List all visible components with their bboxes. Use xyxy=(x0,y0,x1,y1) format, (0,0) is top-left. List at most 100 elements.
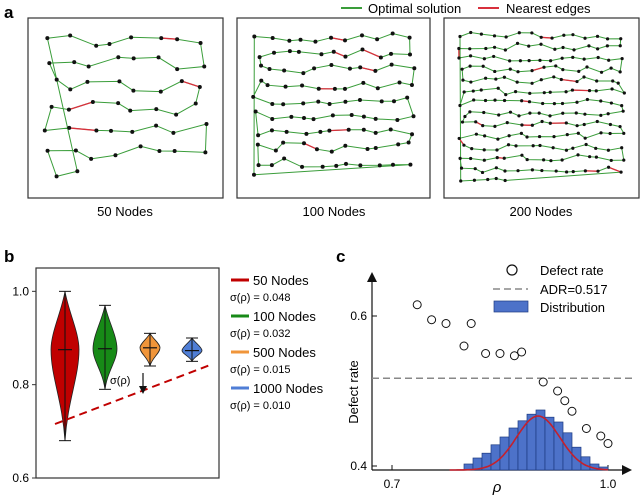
tour-node xyxy=(312,66,317,71)
tour-node xyxy=(316,86,321,91)
tour-node xyxy=(172,149,177,154)
tour-node xyxy=(347,66,352,71)
defect-rate-point xyxy=(441,319,451,328)
tour-node xyxy=(560,101,565,106)
tour-node xyxy=(157,148,162,153)
tour-node xyxy=(75,169,80,174)
tour-node xyxy=(343,161,348,166)
tour-node xyxy=(458,156,462,160)
tour-node xyxy=(472,178,477,182)
nearest-edge xyxy=(303,142,318,150)
tour-node xyxy=(67,125,72,130)
defect-rate-point xyxy=(466,319,476,328)
tour-node xyxy=(530,69,534,73)
legend-optimal-label: Optimal solution xyxy=(368,1,461,16)
nearest-edge xyxy=(330,37,346,42)
tour-node xyxy=(334,163,339,168)
tour-node xyxy=(129,35,134,40)
tour-node xyxy=(595,34,600,38)
tour-node xyxy=(54,77,59,82)
sigma-arrow-head xyxy=(139,386,147,394)
tour-node xyxy=(520,99,524,103)
tour-node xyxy=(622,131,626,135)
tour-node xyxy=(599,131,603,135)
tour-node xyxy=(576,153,580,157)
violin-legend-sigma: σ(ρ) = 0.032 xyxy=(230,328,290,340)
tour-node xyxy=(471,89,475,93)
tour-node xyxy=(461,78,465,82)
tour-node xyxy=(595,79,599,83)
tour-node xyxy=(300,164,305,169)
tour-node xyxy=(542,158,546,162)
tour-node xyxy=(542,91,546,95)
tour-node xyxy=(502,156,506,160)
tour-node xyxy=(287,49,292,54)
tour-node xyxy=(320,164,325,169)
tour-node xyxy=(330,113,335,118)
tour-node xyxy=(542,65,546,69)
tour-node xyxy=(594,89,598,93)
tour-node xyxy=(269,163,274,168)
tour-node xyxy=(482,110,486,115)
tour-node xyxy=(469,156,473,161)
tour-node xyxy=(540,119,544,124)
tour-node xyxy=(481,123,485,128)
tour-node xyxy=(621,109,625,113)
tour-node xyxy=(504,35,508,39)
tour-node xyxy=(507,134,511,138)
distribution-fit-curve xyxy=(449,415,609,471)
legend-distribution-swatch xyxy=(493,300,529,313)
tour-node xyxy=(358,65,363,70)
tour-node xyxy=(549,159,553,163)
tour-node xyxy=(473,167,477,171)
tour-node xyxy=(343,143,348,148)
violin-frame xyxy=(35,267,220,479)
tour-node xyxy=(457,56,461,60)
tour-node xyxy=(527,44,531,48)
tour-node xyxy=(552,75,556,79)
tour-node xyxy=(504,93,508,97)
tour-node xyxy=(131,88,136,93)
tour-node xyxy=(538,143,542,148)
tour-node xyxy=(576,131,580,135)
panel-letter-a: a xyxy=(4,3,14,22)
violin-chart: 0.6 0.8 1.0 σ(ρ) xyxy=(12,267,220,485)
distribution-bar xyxy=(580,456,591,471)
nearest-edge xyxy=(608,166,622,173)
tour-node xyxy=(482,148,486,152)
tour-node xyxy=(495,156,499,160)
tour-node xyxy=(203,150,208,155)
tour-node xyxy=(609,101,613,105)
tour-node xyxy=(583,169,587,173)
tour-node xyxy=(45,36,50,41)
tsp-frame-200 xyxy=(443,17,640,199)
tour-node xyxy=(379,99,384,104)
tour-node xyxy=(470,147,474,151)
tour-node xyxy=(289,114,294,119)
distribution-bar xyxy=(553,421,564,471)
tour-node xyxy=(611,79,615,83)
tour-node xyxy=(483,134,487,138)
tour-node xyxy=(301,101,306,106)
tour-node xyxy=(47,61,52,66)
tour-node xyxy=(516,169,520,173)
tour-node xyxy=(583,136,587,140)
tour-node xyxy=(138,144,143,149)
tour-node xyxy=(616,81,620,85)
tour-node xyxy=(537,134,542,139)
tour-node xyxy=(468,47,472,51)
distribution-bar xyxy=(508,427,519,471)
tour-node xyxy=(480,170,485,175)
tour-node xyxy=(463,114,467,119)
tour-node xyxy=(42,128,47,133)
tour-node xyxy=(517,31,521,35)
tour-node xyxy=(515,80,519,84)
tour-node xyxy=(503,48,507,52)
tour-node xyxy=(389,62,394,67)
legend-adr-label: ADR=0.517 xyxy=(540,282,608,297)
tour-node xyxy=(607,58,611,62)
tour-node xyxy=(360,47,365,52)
tour-node xyxy=(582,57,586,61)
tour-node xyxy=(503,169,507,173)
violin-legend-sigma: σ(ρ) = 0.010 xyxy=(230,400,290,412)
